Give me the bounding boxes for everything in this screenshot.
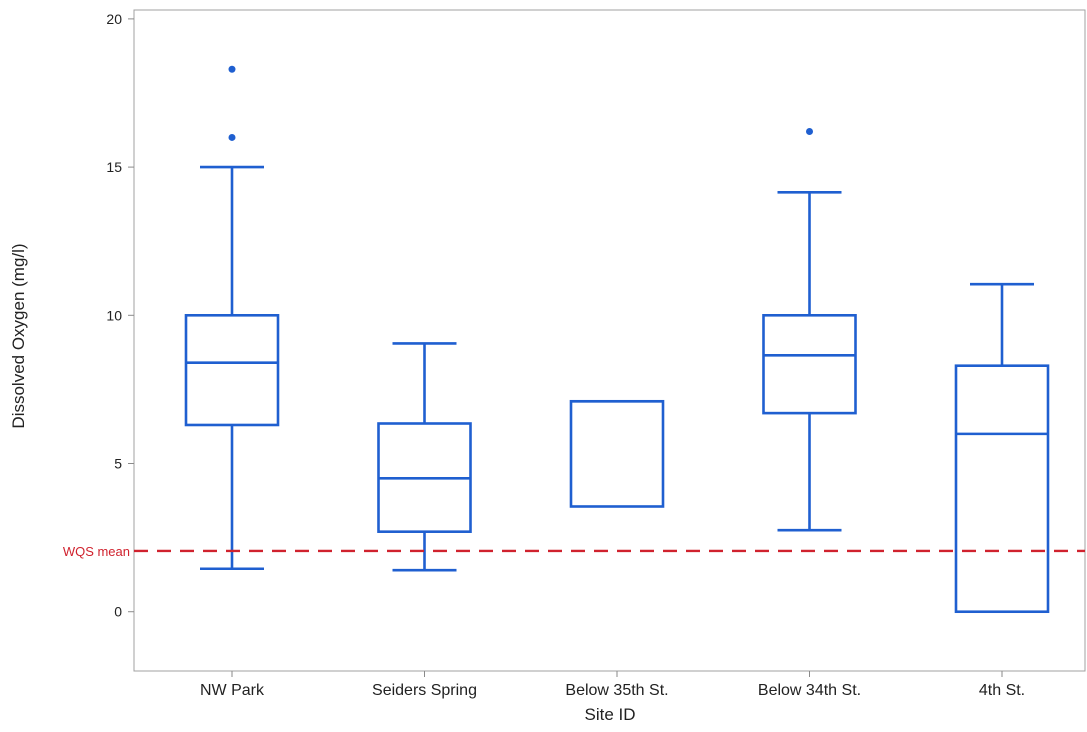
- x-tick-label: NW Park: [200, 682, 265, 699]
- y-tick-label: 20: [106, 11, 122, 27]
- box-group: 4th St.: [954, 282, 1050, 699]
- plot-frame: [133, 9, 1086, 672]
- x-axis-label: Site ID: [584, 705, 635, 724]
- x-tick-label: Seiders Spring: [372, 682, 477, 699]
- iqr-box: [762, 314, 857, 415]
- plot-layer: 0 5 10 15 20 NW Park Seiders Spring Below 35th …: [63, 9, 1086, 699]
- iqr-box: [184, 314, 280, 427]
- x-tick-label: 4th St.: [979, 682, 1025, 699]
- x-tick-label: Below 35th St.: [565, 682, 668, 699]
- y-axis-label: Dissolved Oxygen (mg/l): [9, 243, 28, 428]
- iqr-box: [954, 364, 1050, 614]
- y-tick-label: 15: [106, 159, 122, 175]
- y-tick-label: 10: [106, 307, 122, 323]
- outlier-point: [228, 133, 236, 141]
- box-group: Below 34th St.: [758, 128, 861, 699]
- outlier-point: [806, 128, 813, 136]
- box-group: Below 35th St.: [565, 399, 669, 699]
- x-tick-label: Below 34th St.: [758, 682, 861, 699]
- iqr-box: [569, 399, 665, 508]
- y-tick-label: 5: [114, 456, 122, 472]
- reference-line-label: WQS mean: [63, 544, 130, 559]
- y-tick-label: 0: [114, 604, 122, 620]
- outlier-point: [228, 65, 236, 73]
- box-group: Seiders Spring: [372, 342, 477, 699]
- box-group: NW Park: [184, 65, 280, 699]
